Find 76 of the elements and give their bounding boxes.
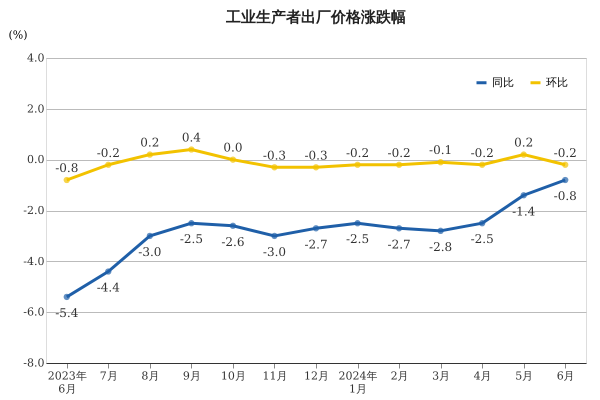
data-label: -0.2 <box>388 146 411 160</box>
x-tick-label: 9月 <box>182 370 201 382</box>
data-label: -2.5 <box>470 232 494 246</box>
data-label: -0.2 <box>554 146 577 160</box>
point <box>354 162 361 168</box>
legend-label: 同比 <box>492 76 514 89</box>
data-label: 0.2 <box>140 136 160 150</box>
point <box>64 176 70 184</box>
point <box>146 151 154 158</box>
x-tick-label: 4月 <box>474 370 492 382</box>
point <box>271 164 278 170</box>
point <box>520 192 527 198</box>
point <box>312 225 320 232</box>
x-tick-label: 2月 <box>390 370 409 382</box>
y-tick-label: 2.0 <box>27 102 44 116</box>
point <box>230 156 236 163</box>
y-tick-label: 0.0 <box>27 153 44 166</box>
point <box>146 232 154 240</box>
point <box>520 151 527 158</box>
data-label: -5.4 <box>55 306 79 320</box>
data-label: -0.2 <box>346 146 370 160</box>
data-label: -3.0 <box>138 244 162 259</box>
x-tick-label: 2024年1月 <box>338 370 378 396</box>
data-label: -2.5 <box>180 232 203 246</box>
y-tick-label: -2.0 <box>23 204 44 217</box>
x-tick-label: 5月 <box>515 370 534 382</box>
point <box>437 228 444 234</box>
x-tick-label: 8月 <box>141 370 160 382</box>
point <box>478 220 486 226</box>
point <box>188 146 195 153</box>
data-label: -3.0 <box>262 244 286 259</box>
data-label: 0.2 <box>514 136 534 150</box>
x-tick-label: 12月 <box>304 370 329 382</box>
y-tick-label: 4.0 <box>27 52 44 64</box>
y-axis-title: (%) <box>8 28 28 42</box>
data-label: -4.4 <box>96 280 120 294</box>
data-label: -2.8 <box>429 240 452 254</box>
point <box>188 220 195 226</box>
point <box>396 225 402 232</box>
data-label: 0.4 <box>182 130 202 144</box>
data-label: -0.8 <box>55 161 78 175</box>
x-tick-label: 7月 <box>100 370 118 382</box>
x-tick-label: 6月 <box>556 370 575 382</box>
data-label: 0.0 <box>223 140 242 155</box>
data-label: -2.7 <box>388 237 411 252</box>
y-tick-label: -6.0 <box>23 306 44 319</box>
point <box>230 222 236 229</box>
data-label: -0.8 <box>554 189 577 203</box>
x-tick-label: 2023年6月 <box>48 370 87 396</box>
data-label: -0.1 <box>429 143 452 158</box>
data-label: -0.2 <box>96 146 120 160</box>
legend-label: 环比 <box>546 76 568 89</box>
y-tick-label: -8.0 <box>23 356 44 370</box>
point <box>354 220 361 226</box>
point <box>562 176 568 184</box>
point <box>478 162 486 168</box>
y-tick-label: -4.0 <box>23 254 44 268</box>
data-label: -0.2 <box>470 146 494 160</box>
point <box>437 159 444 166</box>
point <box>105 162 112 168</box>
chart-title: 工业生产者出厂价格涨跌幅 <box>225 8 406 26</box>
data-label: -2.7 <box>304 237 328 252</box>
x-tick-label: 11月 <box>262 370 288 382</box>
data-label: -1.4 <box>512 204 536 218</box>
point <box>312 164 320 170</box>
point <box>396 162 402 168</box>
x-tick-label: 10月 <box>220 370 246 382</box>
data-label: -0.3 <box>262 148 286 162</box>
point <box>64 294 70 300</box>
point <box>562 162 568 168</box>
point <box>105 268 112 275</box>
data-label: -0.3 <box>304 148 328 162</box>
x-tick-label: 3月 <box>432 370 450 382</box>
data-label: -2.5 <box>346 232 370 246</box>
point <box>271 232 278 240</box>
data-label: -2.6 <box>221 234 244 249</box>
